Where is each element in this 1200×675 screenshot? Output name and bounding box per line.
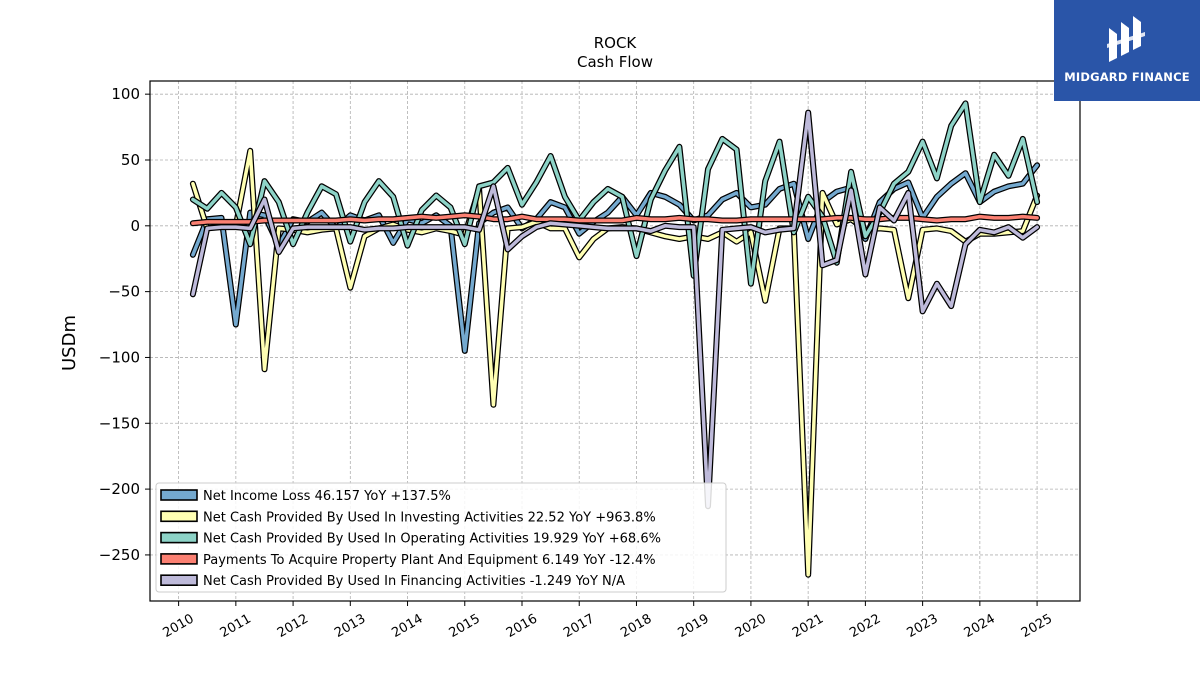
legend-entry-label: Net Cash Provided By Used In Financing A… <box>203 574 625 589</box>
x-tick-label: 2013 <box>332 611 368 641</box>
legend-box <box>155 482 727 593</box>
y-axis-label: USDm <box>59 315 80 371</box>
x-tick-label: 2019 <box>676 611 712 641</box>
y-tick-label: 100 <box>111 85 140 103</box>
y-tick-label: −150 <box>99 414 140 432</box>
y-tick-label: −50 <box>108 283 140 301</box>
x-tick-label: 2024 <box>962 611 998 641</box>
grid-layer <box>150 81 1080 601</box>
midgard-finance-logo: MIDGARD FINANCE <box>1054 0 1200 101</box>
y-tick-label: −100 <box>99 348 140 366</box>
x-tick-label: 2021 <box>790 611 826 641</box>
x-tick-label: 2010 <box>160 611 196 641</box>
x-tick-label: 2014 <box>389 611 425 641</box>
y-tick-label: −250 <box>99 546 140 564</box>
y-tick-label: 0 <box>130 217 140 235</box>
logo-mark-icon <box>1107 16 1145 62</box>
x-tick-label: 2020 <box>733 611 769 641</box>
y-tick-label: 50 <box>121 151 140 169</box>
legend-entry-label: Net Cash Provided By Used In Investing A… <box>203 510 656 525</box>
chart-subtitle: Cash Flow <box>577 53 653 71</box>
y-tick-label: −200 <box>99 480 140 498</box>
plot-frame <box>149 80 1081 602</box>
series-layer <box>189 100 1041 578</box>
x-tick-label: 2017 <box>561 611 597 641</box>
legend-swatch <box>160 510 198 523</box>
x-tick-label: 2016 <box>504 611 540 641</box>
legend: Net Income Loss 46.157 YoY +137.5% Net Ca… <box>155 482 727 593</box>
x-tick-label: 2022 <box>847 611 883 641</box>
x-tick-label: 2025 <box>1019 611 1055 641</box>
x-tick-label: 2018 <box>618 611 654 641</box>
x-tick-label: 2011 <box>218 611 254 641</box>
series-line-net-cash-provided-by-used-in-financing-activities <box>191 110 1039 508</box>
legend-swatch <box>160 531 198 544</box>
legend-entry-label: Payments To Acquire Property Plant And E… <box>203 553 656 568</box>
legend-entry-label: Net Income Loss 46.157 YoY +137.5% <box>203 489 451 504</box>
series-line-net-cash-provided-by-used-in-operating-activities <box>191 101 1039 286</box>
x-tick-label: 2015 <box>447 611 483 641</box>
legend-swatch <box>160 553 198 565</box>
x-tick-label: 2012 <box>275 611 311 641</box>
logo-text: MIDGARD FINANCE <box>1064 70 1190 84</box>
chart-title: ROCK <box>594 34 638 52</box>
legend-swatch <box>160 489 198 501</box>
x-tick-label: 2023 <box>904 611 940 641</box>
legend-swatch <box>160 574 198 587</box>
legend-entry-label: Net Cash Provided By Used In Operating A… <box>203 532 661 547</box>
